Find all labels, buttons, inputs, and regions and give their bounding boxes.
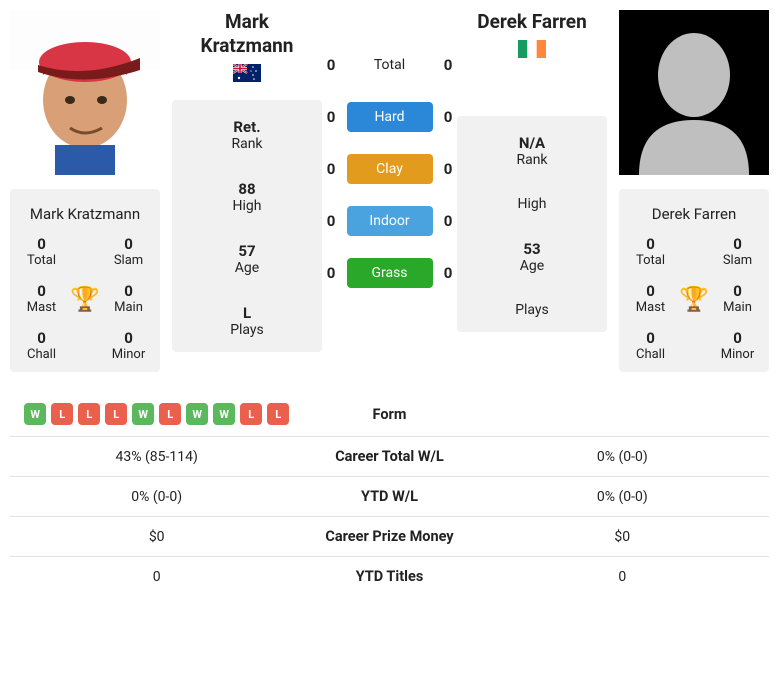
titles-chall: 0Chall	[18, 329, 65, 362]
table-row-prize: $0 Career Prize Money $0	[10, 517, 769, 557]
flag-icon-ie	[518, 40, 546, 58]
h2h-total-label: Total	[347, 50, 433, 80]
table-row-ytd-wl: 0% (0-0) YTD W/L 0% (0-0)	[10, 477, 769, 517]
titles-slam: 0Slam	[105, 235, 152, 268]
stat-age: 57Age	[178, 242, 316, 276]
table-row-career-wl: 43% (85-114) Career Total W/L 0% (0-0)	[10, 437, 769, 477]
player-left-titles-name: Mark Kratzmann	[18, 205, 152, 223]
row-label-form: Form	[299, 406, 479, 423]
h2h-total-left: 0	[322, 56, 340, 74]
table-row-form: WLLLWLWWLL Form	[10, 392, 769, 437]
surface-grass[interactable]: Grass	[347, 258, 433, 288]
stat-age: 53Age	[463, 240, 601, 274]
comparison-header: Mark Kratzmann 0Total 0Slam 0Mast 🏆 0Mai…	[0, 0, 779, 392]
form-chip: L	[240, 403, 262, 425]
h2h-total-row: 0 Total 0	[322, 50, 457, 80]
table-row-ytd-titles: 0 YTD Titles 0	[10, 557, 769, 596]
titles-chall: 0Chall	[627, 329, 674, 362]
titles-total: 0Total	[18, 235, 65, 268]
titles-mast: 0Mast	[627, 282, 674, 315]
form-chip: W	[186, 403, 208, 425]
form-chip: W	[24, 403, 46, 425]
h2h-center: 0 Total 0 0 Hard 0 0 Clay 0 0 Indoor 0 0…	[322, 10, 457, 372]
stat-rank: Ret.Rank	[178, 118, 316, 152]
h2h-clay-row: 0 Clay 0	[322, 154, 457, 184]
titles-minor: 0Minor	[714, 329, 761, 362]
player-right: Derek Farren 0Total 0Slam 0Mast 🏆 0Main …	[457, 10, 769, 372]
titles-slam: 0Slam	[714, 235, 761, 268]
form-chip: L	[105, 403, 127, 425]
player-right-photo	[619, 10, 769, 175]
player-left-stats-card: Ret.Rank 88High 57Age LPlays	[172, 100, 322, 352]
form-chip: W	[213, 403, 235, 425]
player-right-stats-card: N/ARank High 53Age Plays	[457, 116, 607, 332]
player-right-titles-card: Derek Farren 0Total 0Slam 0Mast 🏆 0Main …	[619, 189, 769, 372]
player-left-name: Mark Kratzmann	[172, 10, 322, 58]
titles-main: 0Main	[105, 282, 152, 315]
trophy-icon: 🏆	[674, 285, 714, 313]
form-chip: L	[267, 403, 289, 425]
player-left-titles-card: Mark Kratzmann 0Total 0Slam 0Mast 🏆 0Mai…	[10, 189, 160, 372]
player-left-photo	[10, 10, 160, 175]
flag-icon-au	[233, 64, 261, 82]
form-chips-left: WLLLWLWWLL	[14, 403, 299, 425]
stat-plays: LPlays	[178, 304, 316, 338]
titles-main: 0Main	[714, 282, 761, 315]
stat-high: 88High	[178, 180, 316, 214]
player-left-header: Mark Kratzmann	[172, 10, 322, 86]
h2h-total-right: 0	[439, 56, 457, 74]
h2h-indoor-row: 0 Indoor 0	[322, 206, 457, 236]
form-chip: L	[51, 403, 73, 425]
form-chip: W	[132, 403, 154, 425]
surface-indoor[interactable]: Indoor	[347, 206, 433, 236]
titles-mast: 0Mast	[18, 282, 65, 315]
trophy-icon: 🏆	[65, 285, 105, 313]
titles-minor: 0Minor	[105, 329, 152, 362]
titles-total: 0Total	[627, 235, 674, 268]
stat-rank: N/ARank	[463, 134, 601, 168]
surface-clay[interactable]: Clay	[347, 154, 433, 184]
form-chip: L	[78, 403, 100, 425]
stat-plays: Plays	[463, 302, 601, 318]
h2h-hard-row: 0 Hard 0	[322, 102, 457, 132]
player-right-header: Derek Farren	[457, 10, 607, 62]
surface-hard[interactable]: Hard	[347, 102, 433, 132]
form-chip: L	[159, 403, 181, 425]
stat-high: High	[463, 196, 601, 212]
comparison-table: WLLLWLWWLL Form 43% (85-114) Career Tota…	[10, 392, 769, 596]
h2h-grass-row: 0 Grass 0	[322, 258, 457, 288]
player-left: Mark Kratzmann 0Total 0Slam 0Mast 🏆 0Mai…	[10, 10, 322, 372]
player-right-titles-name: Derek Farren	[627, 205, 761, 223]
player-right-name: Derek Farren	[457, 10, 607, 34]
